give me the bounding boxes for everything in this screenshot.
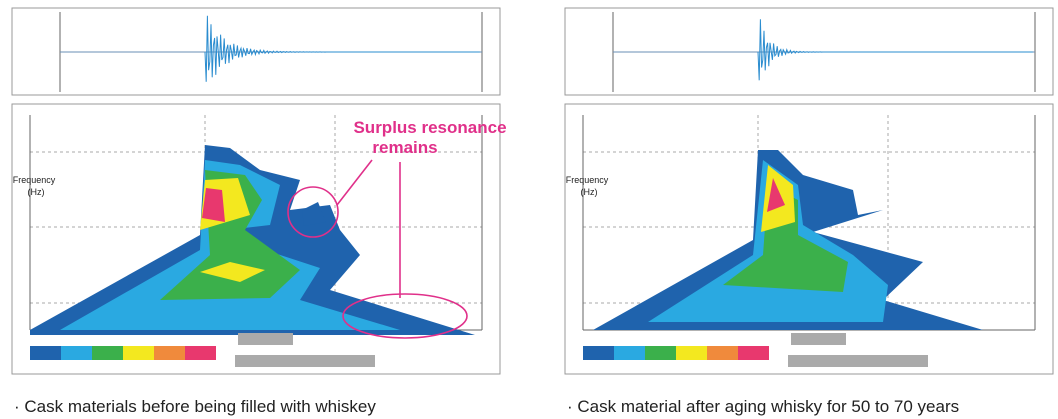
- highlight-ellipse: [342, 293, 468, 339]
- caption: · Cask material after aging whisky for 5…: [567, 397, 959, 416]
- colorbar-swatch: [30, 346, 61, 360]
- highlight-circle: [287, 186, 339, 238]
- colorbar-swatch: [738, 346, 769, 360]
- bar-gray: [791, 333, 846, 345]
- colorbar-swatch: [645, 346, 676, 360]
- y-label: Frequency: [566, 175, 609, 185]
- panel: Frequency (Hz) · Cask material after aging…: [564, 7, 1054, 416]
- caption: · Cask materials before being filled wit…: [14, 397, 376, 416]
- colorbar-swatch: [154, 346, 185, 360]
- bar-gray: [235, 355, 375, 367]
- panel: Frequency (Hz) · Cask materials before bei…: [11, 7, 501, 416]
- contour: [302, 202, 326, 226]
- contour: [200, 262, 265, 282]
- waveform: [204, 15, 480, 82]
- y-label: (Hz): [581, 187, 598, 197]
- bar-gray: [788, 355, 928, 367]
- bar-gray: [238, 333, 293, 345]
- waveform: [757, 19, 1033, 81]
- annotation-text: Surplus resonance: [353, 118, 506, 137]
- colorbar-swatch: [92, 346, 123, 360]
- contour: [202, 188, 225, 222]
- colorbar-swatch: [614, 346, 645, 360]
- annotation: [287, 159, 468, 339]
- colorbar-swatch: [676, 346, 707, 360]
- colorbar-swatch: [185, 346, 216, 360]
- colorbar-swatch: [707, 346, 738, 360]
- colorbar-swatch: [61, 346, 92, 360]
- contour: [723, 185, 848, 292]
- y-label: (Hz): [28, 187, 45, 197]
- annotation-text: remains: [372, 138, 437, 157]
- y-label: Frequency: [13, 175, 56, 185]
- contour: [160, 170, 300, 300]
- pointer-line: [336, 159, 373, 206]
- colorbar-swatch: [123, 346, 154, 360]
- colorbar-swatch: [583, 346, 614, 360]
- contour: [767, 178, 785, 212]
